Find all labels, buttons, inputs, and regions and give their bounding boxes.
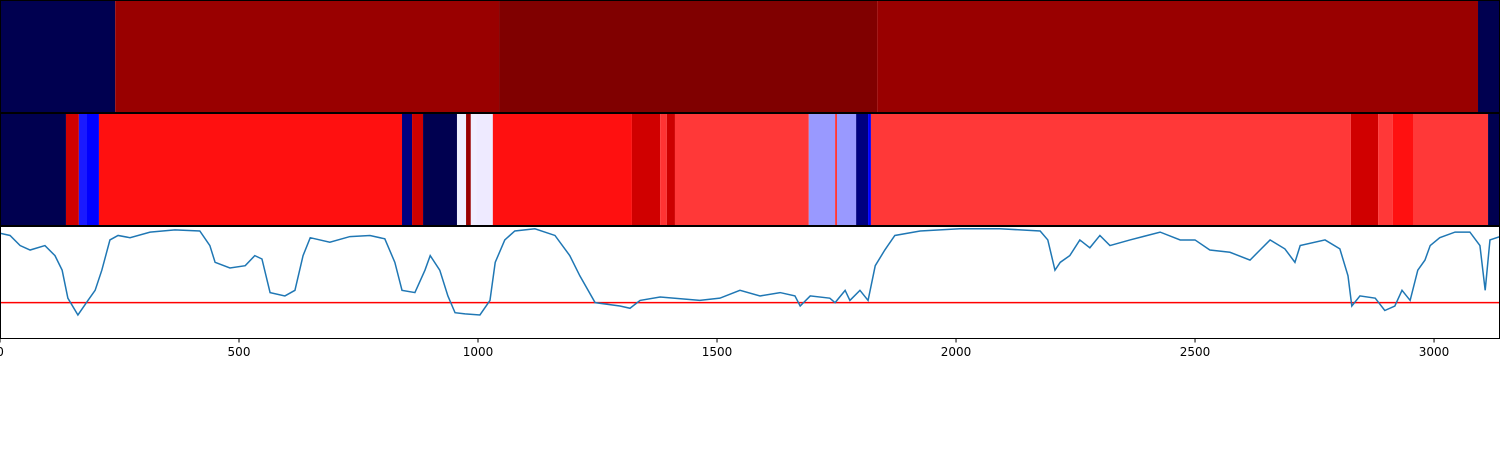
- color-segment: [412, 113, 424, 226]
- color-segment: [1413, 113, 1489, 226]
- x-tick-label: 2000: [941, 345, 972, 359]
- color-segment: [470, 113, 477, 226]
- color-segment: [115, 0, 500, 113]
- color-segment: [423, 113, 457, 226]
- x-tick-label: 1000: [463, 345, 494, 359]
- color-segment: [1378, 113, 1393, 226]
- color-segment: [835, 113, 837, 226]
- color-segment: [78, 113, 87, 226]
- color-segment: [402, 113, 413, 226]
- x-tick-label: 500: [228, 345, 251, 359]
- color-segment: [466, 113, 471, 226]
- color-segment: [870, 113, 1351, 226]
- color-segment: [1350, 113, 1379, 226]
- x-tick-label: 0: [0, 345, 4, 359]
- color-segment: [476, 113, 493, 226]
- color-segment: [868, 113, 871, 226]
- color-segment: [499, 0, 878, 113]
- color-segment: [1478, 0, 1500, 113]
- x-tick-label: 1500: [702, 345, 733, 359]
- color-segment: [877, 0, 1479, 113]
- color-segment: [660, 113, 667, 226]
- data-line: [0, 227, 1500, 317]
- color-segment: [836, 113, 857, 226]
- color-segment: [856, 113, 869, 226]
- color-segment: [666, 113, 675, 226]
- color-segment: [65, 113, 79, 226]
- color-segment: [0, 113, 66, 226]
- color-segment: [98, 113, 403, 226]
- color-segment: [1392, 113, 1414, 226]
- color-segment: [0, 0, 116, 113]
- color-segment: [456, 113, 467, 226]
- color-segment: [492, 113, 632, 226]
- color-segment: [86, 113, 99, 226]
- color-segment: [808, 113, 836, 226]
- color-segment: [631, 113, 661, 226]
- color-segment: [674, 113, 809, 226]
- x-tick-label: 2500: [1180, 345, 1211, 359]
- x-tick-label: 3000: [1419, 345, 1450, 359]
- color-segment: [1488, 113, 1500, 226]
